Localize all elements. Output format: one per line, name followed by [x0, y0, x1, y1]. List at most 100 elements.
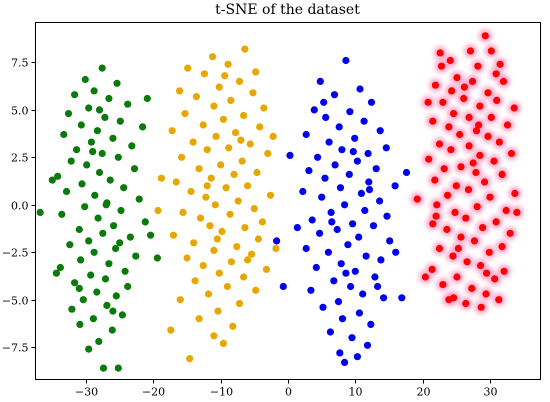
scatter-point: [349, 148, 357, 156]
x-axis: −30 −20 −10 0 10 20 30: [75, 379, 498, 399]
scatter-point: [98, 64, 106, 72]
scatter-point: [221, 72, 229, 80]
scatter-point: [66, 241, 74, 249]
scatter-point: [108, 326, 116, 334]
scatter-point: [81, 75, 89, 84]
scatter-point: [67, 157, 75, 165]
scatter-point: [479, 224, 487, 232]
scatter-point: [258, 218, 266, 226]
scatter-point: [349, 220, 357, 228]
scatter-point: [219, 339, 227, 347]
y-tick-label: 7.5: [11, 57, 29, 70]
scatter-point: [76, 320, 84, 328]
scatter-point: [495, 296, 503, 304]
scatter-point: [272, 244, 280, 253]
scatter-point: [223, 282, 231, 291]
scatter-point: [498, 170, 506, 178]
scatter-point: [73, 146, 81, 154]
scatter-point: [93, 127, 101, 135]
scatter-point: [235, 299, 244, 308]
scatter-point: [244, 256, 252, 264]
scatter-point: [77, 256, 85, 264]
scatter-point: [446, 56, 454, 65]
scatter-point: [310, 106, 318, 114]
scatter-point: [229, 322, 237, 330]
scatter-point: [192, 93, 200, 101]
scatter-point: [213, 235, 221, 243]
scatter-point: [85, 237, 93, 245]
x-tick-label: −10: [210, 386, 233, 399]
scatter-point: [85, 345, 93, 353]
scatter-point: [219, 115, 227, 123]
scatter-point: [207, 174, 215, 182]
axes-frame: [35, 22, 541, 380]
scatter-point: [380, 294, 388, 302]
scatter-point: [252, 68, 260, 76]
scatter-point: [439, 98, 447, 106]
scatter-point: [413, 195, 421, 203]
scatter-point: [99, 364, 108, 372]
scatter-point: [302, 244, 310, 253]
scatter-point: [143, 94, 151, 103]
y-tick-label: −5.0: [2, 295, 29, 308]
scatter-point: [189, 138, 197, 146]
scatter-point: [250, 205, 258, 213]
scatter-point: [402, 168, 411, 177]
scatter-point: [451, 208, 459, 216]
scatter-point: [209, 53, 217, 61]
scatter-point: [374, 282, 382, 291]
scatter-point: [60, 130, 68, 139]
scatter-point: [481, 178, 489, 186]
scatter-point: [124, 100, 132, 108]
scatter-point: [269, 132, 277, 140]
scatter-point: [353, 353, 361, 361]
scatter-point: [256, 123, 264, 131]
scatter-point: [172, 178, 180, 186]
scatter-point: [293, 224, 301, 232]
scatter-point: [237, 136, 245, 144]
scatter-point: [335, 123, 343, 131]
scatter-point: [477, 262, 485, 270]
scatter-point: [233, 243, 241, 251]
scatter-point: [308, 216, 316, 224]
scatter-point: [453, 74, 461, 82]
scatter-point: [386, 237, 394, 245]
scatter-point: [191, 277, 199, 285]
scatter-point: [206, 222, 214, 230]
scatter-point: [483, 269, 491, 277]
scatter-point: [227, 258, 235, 266]
scatter-point: [132, 252, 140, 260]
scatter-point: [105, 94, 113, 103]
scatter-point: [487, 47, 495, 55]
scatter-point: [348, 334, 356, 342]
scatter-point: [503, 121, 512, 129]
scatter-point: [147, 231, 155, 239]
scatter-point: [48, 176, 56, 184]
scatter-point: [83, 161, 91, 169]
scatter-point: [238, 157, 246, 165]
scatter-point: [331, 161, 339, 169]
x-tick-label: 30: [484, 386, 498, 399]
scatter-point: [114, 364, 122, 372]
scatter-point: [469, 159, 477, 167]
scatter-point: [322, 113, 330, 121]
scatter-point: [353, 157, 361, 165]
scatter-point: [486, 193, 494, 201]
scatter-point: [363, 341, 372, 349]
scatter-point: [253, 168, 261, 177]
scatter-point: [75, 225, 83, 234]
scatter-point: [457, 163, 465, 171]
scatter-point: [450, 110, 458, 118]
scatter-point: [195, 315, 203, 323]
scatter-point: [475, 121, 483, 129]
x-tick-label: 10: [349, 386, 363, 399]
scatter-point: [126, 233, 134, 241]
scatter-point: [456, 130, 464, 139]
scatter-point: [240, 273, 248, 281]
scatter-point: [210, 246, 218, 254]
scatter-point: [179, 208, 187, 216]
scatter-point: [327, 208, 335, 216]
scatter-point: [367, 98, 376, 106]
scatter-point: [431, 81, 440, 89]
scatter-point: [77, 121, 85, 129]
